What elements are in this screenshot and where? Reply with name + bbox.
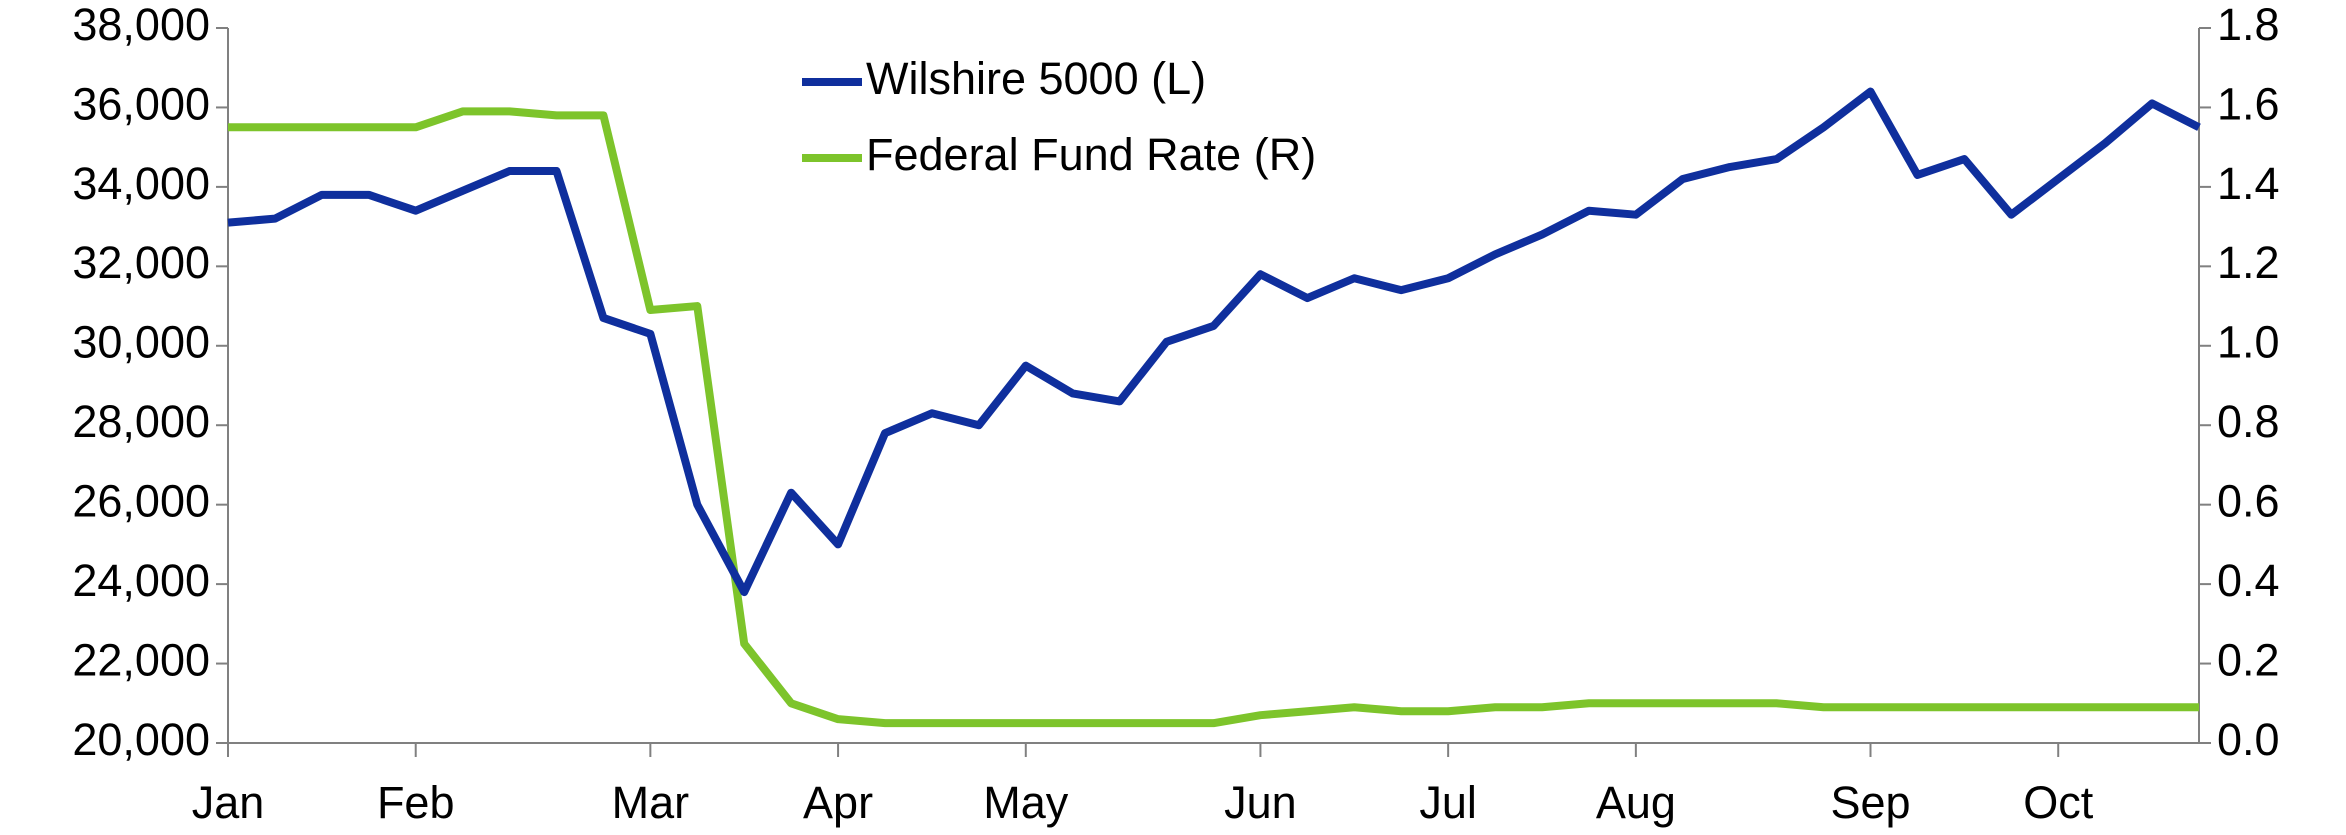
x-tick-label: Jan [192,777,265,828]
y2-tick-label: 0.6 [2217,476,2280,527]
x-tick-label: Feb [377,777,455,828]
x-tick-label: Jun [1224,777,1297,828]
y2-tick-label: 1.2 [2217,237,2280,288]
y-tick-label: 24,000 [72,555,210,606]
y2-tick-label: 1.6 [2217,78,2280,129]
y-tick-label: 20,000 [72,714,210,765]
y-tick-label: 28,000 [72,396,210,447]
y2-tick-label: 0.2 [2217,634,2280,685]
y2-tick-label: 0.8 [2217,396,2280,447]
legend-label: Federal Fund Rate (R) [866,129,1316,180]
x-tick-label: Jul [1419,777,1477,828]
line-series [227,87,2201,597]
y-tick-label: 38,000 [72,0,210,50]
y2-tick-label: 1.4 [2217,158,2280,209]
y-tick-label: 32,000 [72,237,210,288]
y2-tick-label: 0.0 [2217,714,2280,765]
y-tick-label: 34,000 [72,158,210,209]
y-tick-label: 36,000 [72,78,210,129]
x-tick-label: Sep [1830,777,1910,828]
x-tick-label: Oct [2023,777,2094,828]
y2-tick-label: 1.0 [2217,317,2280,368]
y-tick-label: 22,000 [72,634,210,685]
legend-label: Wilshire 5000 (L) [866,53,1206,104]
y2-tick-label: 1.8 [2217,0,2280,50]
x-tick-label: Apr [803,777,873,828]
x-tick-label: Aug [1596,777,1676,828]
line-series [228,107,2199,728]
x-tick-label: Mar [612,777,690,828]
y-tick-label: 26,000 [72,476,210,527]
y2-tick-label: 0.4 [2217,555,2280,606]
x-tick-label: May [983,777,1069,828]
y-tick-label: 30,000 [72,317,210,368]
